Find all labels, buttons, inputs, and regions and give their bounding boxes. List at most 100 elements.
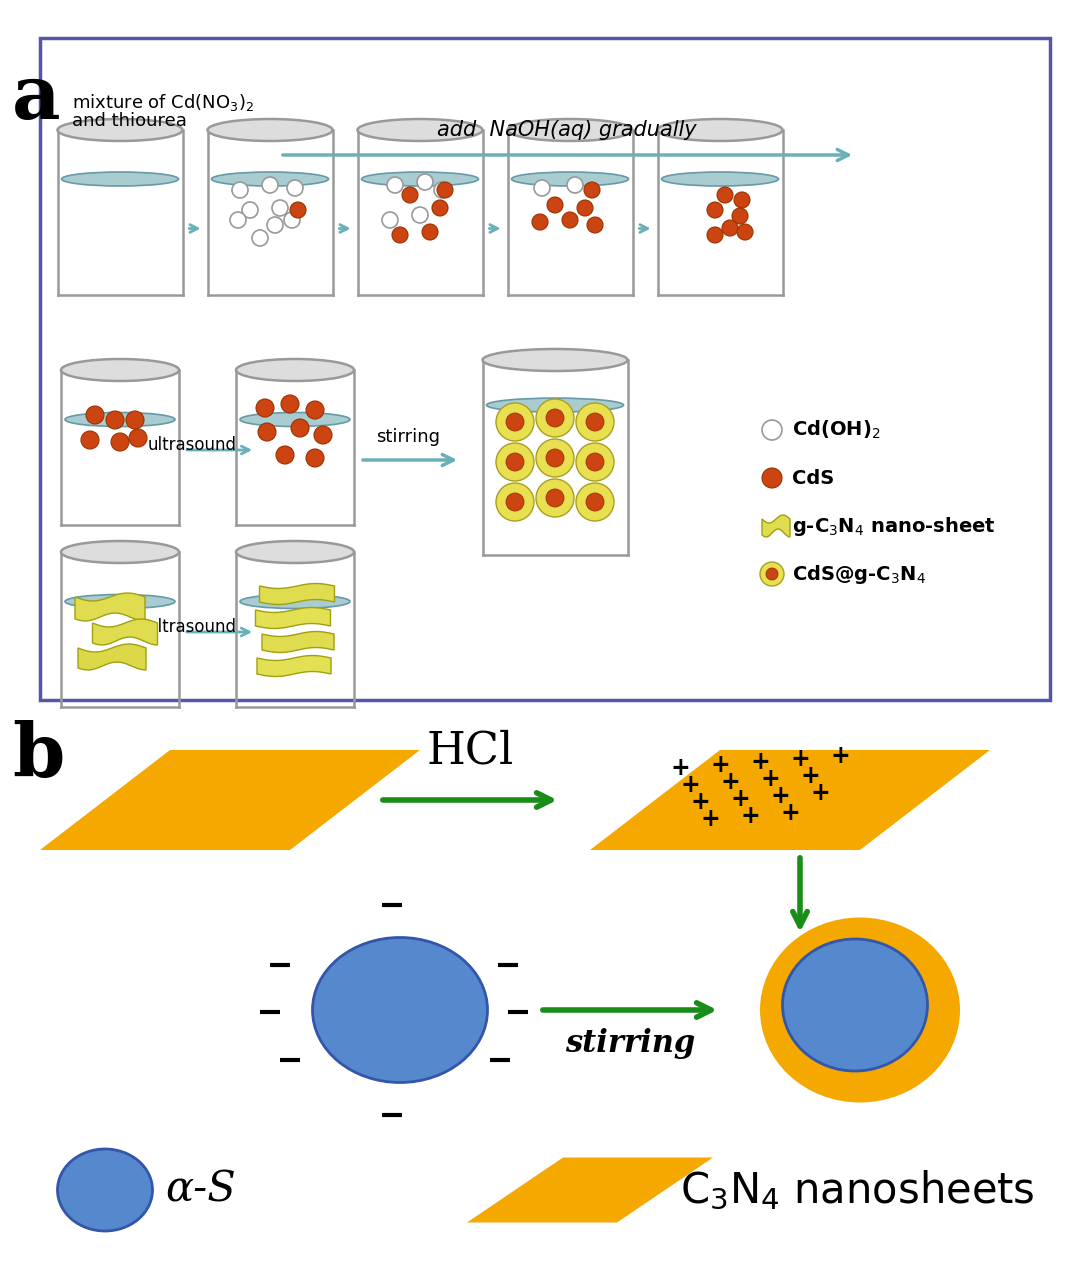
Circle shape xyxy=(546,489,564,507)
Circle shape xyxy=(546,197,563,213)
Circle shape xyxy=(536,399,573,437)
Ellipse shape xyxy=(60,359,179,381)
Circle shape xyxy=(707,202,723,218)
Circle shape xyxy=(387,176,403,193)
Circle shape xyxy=(717,187,733,204)
Circle shape xyxy=(314,426,332,444)
Circle shape xyxy=(762,468,782,488)
Circle shape xyxy=(507,493,524,511)
Circle shape xyxy=(584,182,600,198)
Polygon shape xyxy=(75,592,145,621)
Circle shape xyxy=(230,213,246,228)
Text: +: + xyxy=(680,773,700,797)
Text: +: + xyxy=(690,790,710,814)
Circle shape xyxy=(287,180,303,196)
Circle shape xyxy=(536,479,573,516)
Circle shape xyxy=(242,202,258,218)
Circle shape xyxy=(284,213,300,228)
Ellipse shape xyxy=(57,1149,152,1231)
Ellipse shape xyxy=(207,118,333,140)
Circle shape xyxy=(422,224,438,240)
Circle shape xyxy=(723,220,738,236)
Text: b: b xyxy=(12,720,65,793)
Ellipse shape xyxy=(783,939,928,1072)
Circle shape xyxy=(291,202,306,218)
Text: +: + xyxy=(751,750,770,774)
Circle shape xyxy=(272,200,288,216)
Text: ultrasound: ultrasound xyxy=(148,437,237,453)
Text: α-S: α-S xyxy=(165,1170,235,1211)
Circle shape xyxy=(576,483,615,522)
Polygon shape xyxy=(93,620,158,645)
Text: CdS@g-C$_3$N$_4$: CdS@g-C$_3$N$_4$ xyxy=(792,563,926,586)
Text: stirring: stirring xyxy=(565,1028,696,1059)
Circle shape xyxy=(411,207,428,223)
Circle shape xyxy=(496,443,534,480)
Circle shape xyxy=(507,453,524,471)
Circle shape xyxy=(586,493,604,511)
Circle shape xyxy=(281,395,299,413)
Ellipse shape xyxy=(312,938,487,1082)
Ellipse shape xyxy=(658,118,783,140)
Circle shape xyxy=(111,433,129,451)
Polygon shape xyxy=(590,750,990,850)
Circle shape xyxy=(536,439,573,477)
Circle shape xyxy=(256,399,274,417)
Text: +: + xyxy=(770,784,789,808)
Bar xyxy=(40,39,1050,699)
Polygon shape xyxy=(262,631,334,653)
Circle shape xyxy=(567,176,583,193)
Ellipse shape xyxy=(65,412,175,426)
Circle shape xyxy=(546,450,564,468)
Circle shape xyxy=(267,216,283,233)
Text: +: + xyxy=(740,804,760,828)
Circle shape xyxy=(576,443,615,480)
Text: add  NaOH(aq) gradually: add NaOH(aq) gradually xyxy=(437,120,697,140)
Circle shape xyxy=(432,200,448,216)
Circle shape xyxy=(588,216,603,233)
Ellipse shape xyxy=(486,398,623,412)
Circle shape xyxy=(734,192,750,207)
Circle shape xyxy=(382,213,399,228)
Circle shape xyxy=(252,231,268,246)
Polygon shape xyxy=(78,644,146,670)
Text: +: + xyxy=(791,747,810,772)
Polygon shape xyxy=(40,750,420,850)
Polygon shape xyxy=(467,1158,713,1222)
Circle shape xyxy=(129,429,147,447)
Circle shape xyxy=(402,187,418,204)
Text: C$_3$N$_4$ nanosheets: C$_3$N$_4$ nanosheets xyxy=(680,1168,1035,1212)
Ellipse shape xyxy=(661,173,779,185)
Text: ultrasound: ultrasound xyxy=(148,618,237,636)
Ellipse shape xyxy=(237,359,354,381)
Polygon shape xyxy=(256,608,330,629)
Ellipse shape xyxy=(65,595,175,608)
Ellipse shape xyxy=(240,595,350,608)
Ellipse shape xyxy=(362,173,478,185)
Circle shape xyxy=(766,568,778,580)
Text: and thiourea: and thiourea xyxy=(72,112,187,130)
Circle shape xyxy=(534,180,550,196)
Circle shape xyxy=(306,401,324,419)
Text: +: + xyxy=(720,770,740,793)
Circle shape xyxy=(437,182,453,198)
Ellipse shape xyxy=(212,173,328,185)
Ellipse shape xyxy=(512,173,629,185)
Ellipse shape xyxy=(508,118,633,140)
Circle shape xyxy=(732,207,748,224)
Text: +: + xyxy=(831,744,850,768)
Ellipse shape xyxy=(240,412,350,426)
Circle shape xyxy=(586,453,604,471)
Ellipse shape xyxy=(57,118,183,140)
Text: +: + xyxy=(730,787,750,811)
Circle shape xyxy=(546,410,564,428)
Circle shape xyxy=(760,562,784,586)
Ellipse shape xyxy=(60,541,179,563)
Circle shape xyxy=(276,446,294,464)
Circle shape xyxy=(507,413,524,431)
Polygon shape xyxy=(257,656,330,676)
Ellipse shape xyxy=(760,917,960,1103)
Circle shape xyxy=(577,200,593,216)
Text: +: + xyxy=(800,764,820,788)
Ellipse shape xyxy=(237,541,354,563)
